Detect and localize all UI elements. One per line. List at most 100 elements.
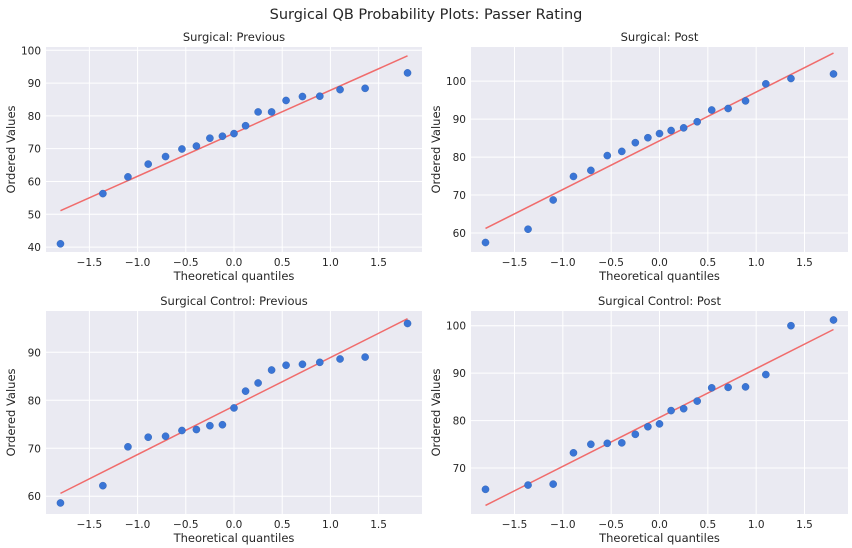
data-point — [644, 422, 652, 431]
data-point — [161, 432, 170, 441]
data-point — [631, 138, 640, 147]
data-point — [282, 96, 290, 105]
data-point — [192, 142, 201, 150]
y-tick-label: 60 — [28, 176, 41, 188]
y-tick-label: 80 — [28, 111, 41, 123]
data-point — [481, 238, 490, 247]
x-tick-label: −0.5 — [173, 519, 199, 531]
x-tick-label: 1.0 — [322, 519, 339, 531]
data-point — [724, 383, 732, 392]
y-tick-label: 100 — [21, 45, 41, 57]
data-point — [549, 196, 557, 204]
data-point — [644, 133, 652, 142]
data-point — [241, 121, 250, 130]
data-point — [178, 426, 186, 435]
x-tick-label: −1.5 — [77, 257, 103, 269]
data-point — [298, 360, 307, 369]
subplot-title: Surgical: Previous — [183, 30, 285, 44]
x-tick-label: 0.5 — [274, 257, 291, 269]
subplot-title: Surgical Control: Previous — [160, 294, 308, 308]
x-axis-label: Theoretical quantiles — [173, 531, 295, 545]
y-axis-label: Ordered Values — [4, 105, 18, 193]
data-point — [99, 481, 107, 490]
data-point — [230, 404, 238, 412]
x-tick-label: 1.5 — [370, 519, 387, 531]
x-tick-label: 1.5 — [370, 257, 387, 269]
x-tick-label: −1.5 — [77, 519, 103, 531]
data-point — [336, 355, 344, 363]
data-point — [724, 104, 732, 113]
data-point — [829, 70, 838, 78]
data-point — [316, 358, 324, 367]
y-tick-label: 50 — [28, 209, 41, 221]
data-point — [679, 404, 688, 413]
x-tick-label: −1.5 — [502, 519, 528, 531]
y-tick-label: 70 — [28, 144, 41, 156]
data-point — [741, 97, 750, 105]
x-tick-label: −1.0 — [550, 257, 576, 269]
y-tick-label: 80 — [453, 152, 466, 164]
data-point — [569, 449, 578, 457]
x-tick-label: 1.5 — [796, 519, 813, 531]
data-point — [267, 366, 276, 374]
data-point — [524, 225, 532, 234]
x-tick-label: −0.5 — [598, 519, 624, 531]
data-point — [336, 85, 344, 94]
data-point — [282, 361, 290, 370]
x-tick-label: 1.0 — [322, 257, 339, 269]
x-tick-label: 0.0 — [651, 519, 668, 531]
subplot-1: −1.5 −1.0 −0.5 0.0 0.5 1.0 1.5 40 50 60 70 80 90 100 S… — [4, 30, 422, 283]
fit-line — [485, 52, 834, 230]
x-tick-label: −1.5 — [502, 257, 528, 269]
y-tick-label: 70 — [453, 463, 466, 475]
data-point — [99, 189, 107, 198]
data-point — [192, 425, 201, 434]
data-point — [361, 84, 369, 93]
x-tick-label: −0.5 — [598, 257, 624, 269]
data-point — [667, 126, 675, 135]
data-point — [741, 383, 750, 391]
y-tick-label: 90 — [28, 78, 41, 90]
data-point — [230, 129, 238, 138]
data-point — [618, 439, 626, 447]
x-tick-label: 0.5 — [699, 519, 716, 531]
x-tick-label: −1.0 — [125, 257, 151, 269]
data-point — [829, 316, 838, 324]
data-point — [549, 480, 557, 488]
data-point — [762, 370, 770, 379]
y-tick-label: 100 — [446, 321, 466, 333]
data-point — [218, 420, 227, 429]
data-point — [56, 499, 65, 507]
data-point — [693, 117, 702, 126]
data-point — [707, 384, 716, 392]
data-point — [787, 74, 795, 83]
y-tick-label: 80 — [28, 395, 41, 407]
x-tick-label: −1.0 — [550, 519, 576, 531]
subplot-grid: −1.5 −1.0 −0.5 0.0 0.5 1.0 1.5 40 50 60 70 80 90 100 S… — [4, 30, 848, 545]
y-tick-label: 90 — [28, 347, 41, 359]
x-tick-label: 0.0 — [226, 257, 243, 269]
x-tick-label: 1.5 — [796, 257, 813, 269]
y-tick-label: 100 — [446, 76, 466, 88]
data-point — [144, 433, 152, 442]
y-tick-label: 70 — [453, 190, 466, 202]
data-point — [667, 406, 675, 415]
data-point — [206, 134, 214, 142]
x-axis-label: Theoretical quantiles — [598, 531, 720, 545]
data-point — [254, 108, 262, 116]
data-point — [178, 145, 186, 153]
data-point — [618, 147, 626, 156]
y-axis-label: Ordered Values — [429, 368, 443, 456]
y-axis-label: Ordered Values — [4, 368, 18, 456]
data-point — [693, 397, 702, 405]
data-point — [587, 166, 595, 175]
data-point — [631, 430, 640, 439]
data-point — [161, 152, 170, 161]
data-point — [403, 319, 412, 328]
data-point — [787, 321, 795, 330]
x-tick-label: 0.0 — [226, 519, 243, 531]
y-tick-label: 60 — [453, 228, 466, 240]
data-point — [56, 239, 65, 248]
x-tick-label: 0.0 — [651, 257, 668, 269]
